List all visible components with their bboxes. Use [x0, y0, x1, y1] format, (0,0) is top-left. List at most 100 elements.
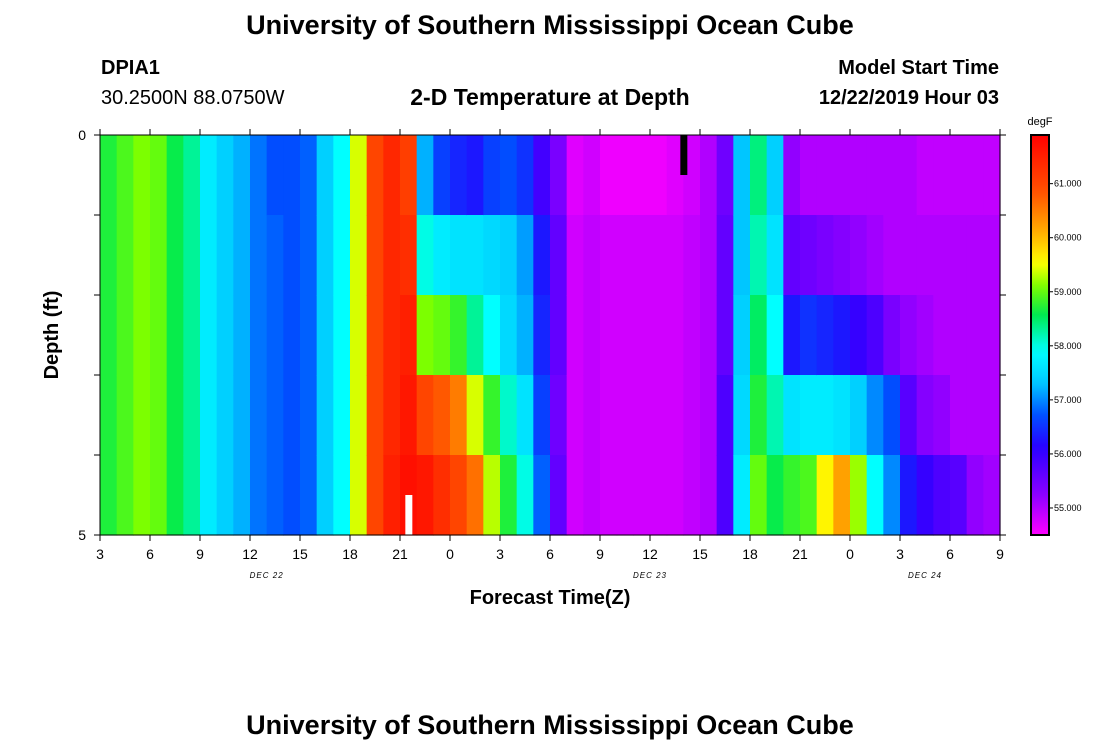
heatmap-cell: [316, 455, 334, 536]
model-start-value: 12/22/2019 Hour 03: [818, 87, 999, 109]
heatmap-cell: [933, 135, 951, 216]
heatmap-cell: [866, 455, 884, 536]
heatmap-cell: [950, 375, 968, 456]
heatmap-cell: [133, 295, 151, 376]
model-start-label: Model Start Time: [838, 57, 999, 79]
heatmap-cell: [650, 295, 668, 376]
x-tick-label: 15: [292, 546, 308, 562]
heatmap-cell: [750, 215, 768, 296]
heatmap-cell: [433, 135, 451, 216]
heatmap-cell: [883, 135, 901, 216]
heatmap-cell: [900, 455, 918, 536]
heatmap-cell: [183, 295, 201, 376]
heatmap-cell: [433, 375, 451, 456]
heatmap-cell: [350, 135, 368, 216]
heatmap-cell: [100, 455, 118, 536]
heatmap-cell: [566, 295, 584, 376]
heatmap-cell: [350, 455, 368, 536]
heatmap-cell: [633, 375, 651, 456]
x-tick-label: 18: [742, 546, 758, 562]
heatmap-cell: [600, 215, 618, 296]
heatmap-cell: [766, 455, 784, 536]
page-title-top: University of Southern Mississippi Ocean…: [246, 10, 854, 40]
heatmap-cell: [450, 375, 468, 456]
heatmap-cell: [166, 135, 184, 216]
heatmap-cell: [616, 375, 634, 456]
x-tick-label: 21: [392, 546, 408, 562]
heatmap-cell: [383, 135, 401, 216]
heatmap-cell: [583, 455, 601, 536]
x-axis-label: Forecast Time(Z): [470, 587, 631, 609]
heatmap-cell: [150, 295, 168, 376]
heatmap-cell: [966, 295, 984, 376]
heatmap-cell: [750, 135, 768, 216]
heatmap-cell: [750, 295, 768, 376]
heatmap-cell: [666, 295, 684, 376]
heatmap-cell: [766, 135, 784, 216]
x-tick-label: 9: [596, 546, 604, 562]
heatmap-cell: [200, 135, 218, 216]
heatmap-cell: [466, 135, 484, 216]
heatmap-cell: [833, 375, 851, 456]
heatmap-cell: [383, 375, 401, 456]
heatmap-cell: [466, 455, 484, 536]
heatmap-cell: [316, 295, 334, 376]
heatmap-cell: [650, 455, 668, 536]
heatmap-cell: [316, 375, 334, 456]
heatmap-cell: [566, 375, 584, 456]
heatmap-cell: [333, 375, 351, 456]
heatmap-cell: [283, 455, 301, 536]
heatmap-cell: [883, 455, 901, 536]
heatmap-cell: [733, 135, 751, 216]
heatmap-cell: [916, 215, 934, 296]
x-tick-label: 6: [946, 546, 954, 562]
heatmap-cell: [400, 135, 418, 216]
heatmap-cell: [983, 455, 1001, 536]
heatmap-cell: [350, 375, 368, 456]
heatmap-cell: [966, 135, 984, 216]
heatmap-cell: [950, 215, 968, 296]
heatmap-cell: [650, 375, 668, 456]
heatmap-cell: [666, 455, 684, 536]
x-tick-label: 3: [496, 546, 504, 562]
heatmap-cell: [700, 295, 718, 376]
heatmap-cell: [983, 295, 1001, 376]
y-tick-label: 5: [78, 527, 86, 543]
heatmap-cell: [316, 135, 334, 216]
colorbar-tick-label: 58.000: [1054, 341, 1082, 351]
heatmap-cell: [150, 455, 168, 536]
x-tick-label: 12: [642, 546, 658, 562]
heatmap-cell: [250, 135, 268, 216]
heatmap-cell: [200, 455, 218, 536]
heatmap-cell: [866, 215, 884, 296]
heatmap-cell: [383, 215, 401, 296]
heatmap-cell: [833, 455, 851, 536]
heatmap-cell: [583, 295, 601, 376]
heatmap-cell: [233, 135, 251, 216]
heatmap-cell: [783, 215, 801, 296]
heatmap-cell: [483, 375, 501, 456]
heatmap-cell: [650, 215, 668, 296]
heatmap-cell: [216, 375, 234, 456]
day-label: DEC 22: [250, 571, 284, 580]
heatmap-cell: [566, 215, 584, 296]
heatmap-cell: [716, 215, 734, 296]
heatmap-cell: [450, 135, 468, 216]
heatmap-cell: [850, 375, 868, 456]
heatmap-cell: [633, 295, 651, 376]
heatmap-cell: [283, 215, 301, 296]
heatmap-cell: [683, 295, 701, 376]
heatmap-cell: [133, 375, 151, 456]
x-tick-label: 0: [446, 546, 454, 562]
heatmap-cell: [600, 455, 618, 536]
heatmap-cell: [200, 295, 218, 376]
heatmap-cell: [166, 215, 184, 296]
heatmap-cell: [700, 455, 718, 536]
heatmap-cell: [216, 215, 234, 296]
colorbar-tick-label: 56.000: [1054, 449, 1082, 459]
plot-title: 2-D Temperature at Depth: [410, 84, 690, 110]
heatmap-cell: [233, 215, 251, 296]
heatmap-cell: [750, 375, 768, 456]
heatmap-cell: [266, 215, 284, 296]
heatmap-cell: [516, 295, 534, 376]
